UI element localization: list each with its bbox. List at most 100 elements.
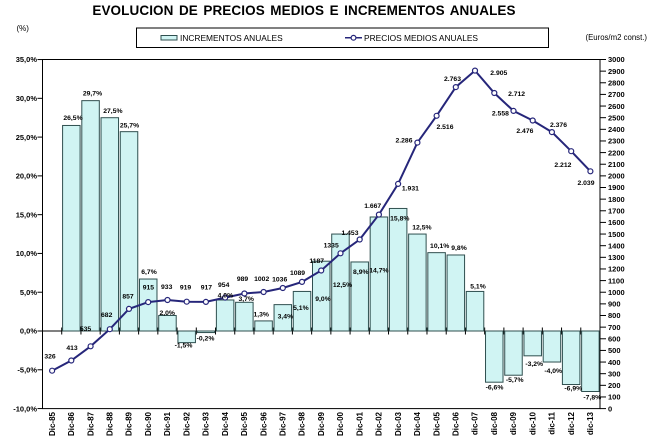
- svg-text:1089: 1089: [290, 270, 305, 277]
- svg-text:12,5%: 12,5%: [333, 282, 352, 289]
- svg-text:989: 989: [237, 276, 249, 283]
- svg-text:5,1%: 5,1%: [293, 305, 309, 312]
- svg-text:dic-07: dic-07: [471, 411, 480, 435]
- svg-text:Dic-06: Dic-06: [452, 411, 461, 436]
- svg-text:2400: 2400: [608, 125, 625, 134]
- svg-text:dic-11: dic-11: [548, 411, 557, 434]
- svg-text:Dic-93: Dic-93: [202, 411, 211, 436]
- svg-text:1.453: 1.453: [341, 230, 358, 237]
- svg-text:2600: 2600: [608, 102, 625, 111]
- svg-text:15,0%: 15,0%: [16, 210, 38, 219]
- svg-text:1400: 1400: [608, 241, 625, 250]
- svg-text:100: 100: [608, 393, 621, 402]
- svg-text:400: 400: [608, 358, 621, 367]
- svg-text:2.516: 2.516: [436, 124, 453, 131]
- svg-text:-0,2%: -0,2%: [197, 336, 215, 343]
- svg-text:326: 326: [44, 353, 56, 360]
- svg-text:900: 900: [608, 300, 621, 309]
- svg-text:2.905: 2.905: [490, 70, 507, 77]
- svg-text:Dic-98: Dic-98: [298, 411, 307, 436]
- svg-text:1,3%: 1,3%: [253, 311, 269, 318]
- svg-text:14,7%: 14,7%: [369, 268, 388, 275]
- svg-text:Dic-00: Dic-00: [336, 411, 345, 436]
- svg-text:682: 682: [101, 312, 113, 319]
- svg-text:29,7%: 29,7%: [83, 91, 102, 98]
- svg-text:dic-10: dic-10: [528, 411, 537, 435]
- svg-text:1335: 1335: [324, 243, 339, 250]
- svg-text:Dic-02: Dic-02: [375, 411, 384, 436]
- svg-text:917: 917: [201, 285, 213, 292]
- svg-text:dic-12: dic-12: [567, 411, 576, 435]
- svg-text:4,0%: 4,0%: [218, 293, 234, 300]
- svg-text:(%): (%): [17, 24, 30, 33]
- svg-text:-7,8%: -7,8%: [583, 395, 601, 402]
- svg-text:1500: 1500: [608, 230, 625, 239]
- svg-text:5,0%: 5,0%: [20, 288, 37, 297]
- svg-text:3,4%: 3,4%: [278, 314, 294, 321]
- svg-text:1600: 1600: [608, 218, 625, 227]
- svg-text:6,7%: 6,7%: [141, 269, 157, 276]
- svg-text:2.558: 2.558: [492, 111, 509, 118]
- svg-text:Dic-04: Dic-04: [413, 411, 422, 436]
- svg-text:2.712: 2.712: [508, 91, 525, 98]
- svg-text:Dic-95: Dic-95: [240, 411, 249, 436]
- svg-text:1800: 1800: [608, 195, 625, 204]
- svg-text:2300: 2300: [608, 137, 625, 146]
- svg-text:dic-09: dic-09: [509, 411, 518, 435]
- svg-text:1700: 1700: [608, 206, 625, 215]
- svg-text:1.931: 1.931: [402, 185, 419, 192]
- svg-text:954: 954: [218, 282, 230, 289]
- svg-text:EVOLUCION DE PRECIOS MEDIOS E: EVOLUCION DE PRECIOS MEDIOS E INCREMENTO…: [92, 3, 515, 18]
- svg-text:1100: 1100: [608, 276, 624, 285]
- svg-text:9,0%: 9,0%: [315, 296, 331, 303]
- svg-text:30,0%: 30,0%: [16, 94, 38, 103]
- svg-text:300: 300: [608, 369, 621, 378]
- svg-text:-10,0%: -10,0%: [13, 404, 37, 413]
- svg-text:20,0%: 20,0%: [16, 172, 38, 181]
- svg-text:10,0%: 10,0%: [16, 249, 38, 258]
- svg-text:-1,5%: -1,5%: [175, 342, 193, 349]
- svg-text:2.039: 2.039: [577, 180, 594, 187]
- svg-text:-3,2%: -3,2%: [525, 361, 543, 368]
- svg-text:200: 200: [608, 381, 621, 390]
- svg-text:15,8%: 15,8%: [390, 215, 409, 222]
- svg-text:2.763: 2.763: [444, 76, 461, 83]
- svg-text:857: 857: [122, 294, 134, 301]
- svg-text:dic-13: dic-13: [586, 411, 595, 435]
- svg-text:933: 933: [161, 284, 173, 291]
- svg-text:Dic-96: Dic-96: [259, 411, 268, 436]
- svg-text:Dic-99: Dic-99: [317, 411, 326, 436]
- svg-text:27,5%: 27,5%: [103, 108, 122, 115]
- svg-text:25,0%: 25,0%: [16, 133, 38, 142]
- svg-text:2.286: 2.286: [395, 137, 412, 144]
- svg-text:2,0%: 2,0%: [159, 310, 175, 317]
- svg-text:dic-08: dic-08: [490, 411, 499, 435]
- svg-text:1300: 1300: [608, 253, 625, 262]
- svg-text:600: 600: [608, 334, 621, 343]
- svg-text:3,7%: 3,7%: [238, 296, 254, 303]
- svg-text:2200: 2200: [608, 148, 625, 157]
- svg-text:Dic-94: Dic-94: [221, 411, 230, 436]
- svg-text:3000: 3000: [608, 55, 625, 64]
- svg-text:Dic-88: Dic-88: [106, 411, 115, 436]
- svg-text:2500: 2500: [608, 113, 625, 122]
- svg-text:Dic-86: Dic-86: [67, 411, 76, 436]
- svg-text:2700: 2700: [608, 90, 625, 99]
- svg-text:5,1%: 5,1%: [470, 283, 486, 290]
- svg-text:1900: 1900: [608, 183, 625, 192]
- svg-text:535: 535: [80, 326, 92, 333]
- svg-text:Dic-01: Dic-01: [355, 411, 364, 436]
- svg-text:700: 700: [608, 323, 621, 332]
- svg-text:0,0%: 0,0%: [20, 327, 37, 336]
- svg-text:Dic-92: Dic-92: [182, 411, 191, 436]
- svg-text:800: 800: [608, 311, 621, 320]
- svg-text:INCREMENTOS ANUALES: INCREMENTOS ANUALES: [180, 33, 283, 43]
- svg-text:Dic-89: Dic-89: [125, 411, 134, 436]
- svg-text:Dic-90: Dic-90: [144, 411, 153, 436]
- svg-text:413: 413: [66, 345, 78, 352]
- svg-text:1002: 1002: [254, 276, 269, 283]
- svg-text:Dic-05: Dic-05: [432, 411, 441, 436]
- svg-text:0: 0: [608, 404, 612, 413]
- svg-text:PRECIOS MEDIOS ANUALES: PRECIOS MEDIOS ANUALES: [364, 33, 478, 43]
- svg-text:1000: 1000: [608, 288, 625, 297]
